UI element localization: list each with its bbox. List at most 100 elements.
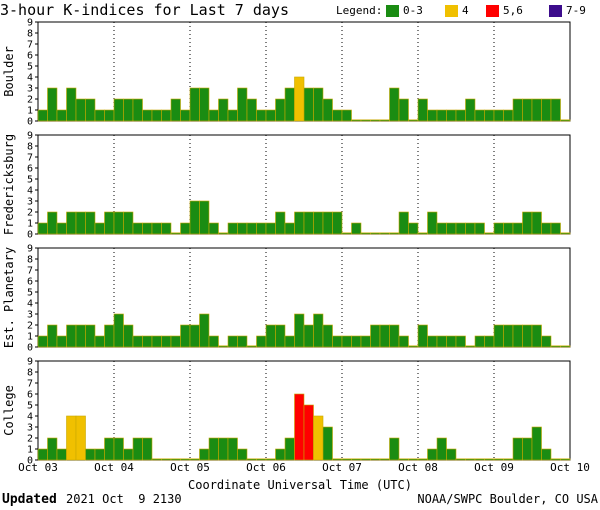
k-index-bar [446, 109, 457, 122]
k-index-bar [246, 222, 257, 235]
k-index-bar [104, 324, 115, 348]
k-index-bar [56, 109, 67, 122]
legend-swatch-0 [386, 5, 399, 17]
k-index-bar [275, 98, 286, 122]
k-index-bar [370, 458, 381, 461]
x-tick-label: Oct 09 [474, 461, 514, 474]
k-index-bar [294, 393, 305, 461]
k-index-bar [493, 324, 504, 348]
x-tick-label: Oct 05 [170, 461, 210, 474]
station-panels: 0123456789Boulder0123456789Fredericksbur… [2, 18, 571, 467]
k-index-bar [151, 222, 162, 235]
k-index-bar [284, 437, 295, 461]
k-index-bar [303, 211, 314, 235]
station-label: Est. Planetary [2, 247, 16, 348]
k-index-bar [541, 98, 552, 122]
k-index-bar [75, 98, 86, 122]
k-index-bar [132, 98, 143, 122]
x-tick-label: Oct 04 [94, 461, 134, 474]
y-tick-label: 9 [27, 18, 33, 29]
k-index-bar [360, 458, 371, 461]
y-tick-label: 7 [27, 153, 33, 164]
k-index-bar [522, 437, 533, 461]
k-index-bar [104, 109, 115, 122]
k-index-bar [503, 324, 514, 348]
k-index-bar [37, 335, 48, 348]
y-tick-label: 9 [27, 244, 33, 255]
y-tick-label: 2 [27, 321, 33, 332]
k-index-bar [417, 324, 428, 348]
k-index-bar [218, 437, 229, 461]
k-index-bar [227, 437, 238, 461]
k-index-bar [66, 211, 77, 235]
k-index-bar [389, 87, 400, 122]
legend-swatch-2 [486, 5, 499, 17]
k-index-bar [237, 87, 248, 122]
k-index-bar [512, 324, 523, 348]
k-index-bar [284, 222, 295, 235]
k-index-bar [66, 324, 77, 348]
k-index-bar [379, 232, 390, 235]
y-tick-label: 2 [27, 208, 33, 219]
k-index-bar [484, 458, 495, 461]
k-index-bar [522, 211, 533, 235]
k-index-bar [113, 211, 124, 235]
k-index-bar [208, 437, 219, 461]
k-index-bar [512, 98, 523, 122]
k-index-bar [417, 458, 428, 461]
k-index-bar [541, 335, 552, 348]
k-index-bar [75, 415, 86, 461]
y-tick-label: 4 [27, 186, 33, 197]
y-tick-label: 8 [27, 29, 33, 40]
k-index-bar [474, 109, 485, 122]
k-index-bar [322, 98, 333, 122]
k-index-bar [189, 324, 200, 348]
k-index-bar [180, 458, 191, 461]
k-index-bar [455, 335, 466, 348]
k-index-bar [208, 335, 219, 348]
k-index-bar [199, 200, 210, 235]
k-index-bar [66, 415, 77, 461]
k-index-bar [237, 448, 248, 461]
k-index-bar [37, 448, 48, 461]
k-index-bar [37, 109, 48, 122]
k-index-bar [417, 98, 428, 122]
k-index-bar [351, 335, 362, 348]
k-index-bar [493, 458, 504, 461]
k-index-bar [123, 448, 134, 461]
k-index-bar [493, 109, 504, 122]
k-index-bar [332, 211, 343, 235]
k-index-bar [151, 458, 162, 461]
y-tick-label: 1 [27, 445, 33, 456]
k-index-bar [408, 458, 419, 461]
k-index-bar [550, 345, 561, 348]
k-index-bar [161, 458, 172, 461]
k-index-bar [370, 324, 381, 348]
k-index-bar [341, 335, 352, 348]
k-index-bar [455, 109, 466, 122]
k-index-bar [265, 222, 276, 235]
k-index-bar [446, 222, 457, 235]
k-index-bar [123, 211, 134, 235]
k-index-bar [522, 324, 533, 348]
k-index-bar [275, 448, 286, 461]
k-index-bar [142, 437, 153, 461]
k-index-bar [56, 448, 67, 461]
k-index-bar [379, 119, 390, 122]
k-index-bar [408, 119, 419, 122]
k-index-bar [161, 335, 172, 348]
k-index-bar [256, 458, 267, 461]
k-index-bar [313, 211, 324, 235]
x-axis-label: Coordinate Universal Time (UTC) [188, 478, 412, 492]
k-index-bar [208, 222, 219, 235]
k-index-bar [531, 426, 542, 461]
k-index-bar [512, 222, 523, 235]
k-index-bar [85, 448, 96, 461]
k-index-bar [265, 324, 276, 348]
x-tick-label: Oct 07 [322, 461, 362, 474]
k-index-bar [104, 437, 115, 461]
k-index-bar [303, 324, 314, 348]
k-index-bar [132, 222, 143, 235]
k-index-bar [313, 415, 324, 461]
